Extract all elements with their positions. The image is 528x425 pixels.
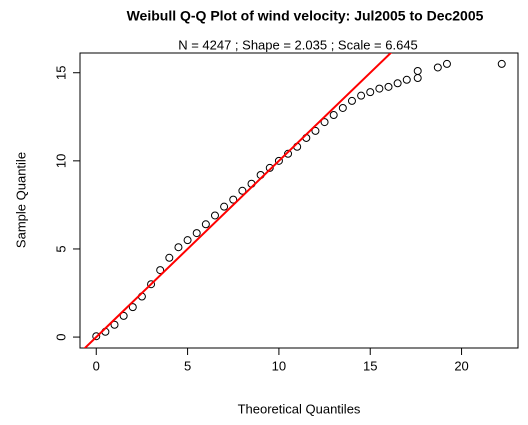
chart-title: Weibull Q-Q Plot of wind velocity: Jul20… <box>127 8 484 24</box>
reference-line <box>83 53 393 348</box>
point <box>311 126 320 135</box>
point <box>165 253 174 262</box>
point <box>238 186 247 195</box>
x-tick-label: 10 <box>272 358 286 373</box>
x-tick-label: 20 <box>454 358 468 373</box>
point <box>375 84 384 93</box>
point <box>413 66 422 75</box>
y-tick-label: 5 <box>53 245 68 252</box>
point <box>384 82 393 91</box>
point <box>229 195 238 204</box>
point <box>174 243 183 252</box>
point <box>393 79 402 88</box>
point <box>284 149 293 158</box>
point <box>201 220 210 229</box>
point <box>265 163 274 172</box>
point <box>183 236 192 245</box>
chart-subtitle: N = 4247 ; Shape = 2.035 ; Scale = 6.645 <box>178 37 418 52</box>
point <box>413 74 422 83</box>
point <box>433 63 442 72</box>
point <box>156 266 165 275</box>
point <box>329 111 338 120</box>
point <box>220 202 229 211</box>
point <box>128 303 137 312</box>
y-axis-label: Sample Quantile <box>13 152 28 248</box>
point <box>338 103 347 112</box>
y-tick-label: 15 <box>53 66 68 80</box>
point <box>366 88 375 97</box>
plot-frame <box>79 52 519 349</box>
plot-area <box>83 53 506 348</box>
point <box>110 320 119 329</box>
x-tick-label: 5 <box>184 358 191 373</box>
x-tick-label: 0 <box>93 358 100 373</box>
point <box>274 156 283 165</box>
x-tick-label: 15 <box>363 358 377 373</box>
point <box>442 59 451 68</box>
point <box>402 75 411 84</box>
point <box>92 332 101 341</box>
point <box>119 311 128 320</box>
y-tick-label: 0 <box>53 333 68 340</box>
point <box>192 229 201 238</box>
y-tick-label: 10 <box>53 154 68 168</box>
x-axis-label: Theoretical Quantiles <box>238 401 361 416</box>
point <box>320 118 329 127</box>
point <box>497 59 506 68</box>
point <box>347 96 356 105</box>
point <box>357 91 366 100</box>
point <box>147 280 156 289</box>
point <box>210 211 219 220</box>
